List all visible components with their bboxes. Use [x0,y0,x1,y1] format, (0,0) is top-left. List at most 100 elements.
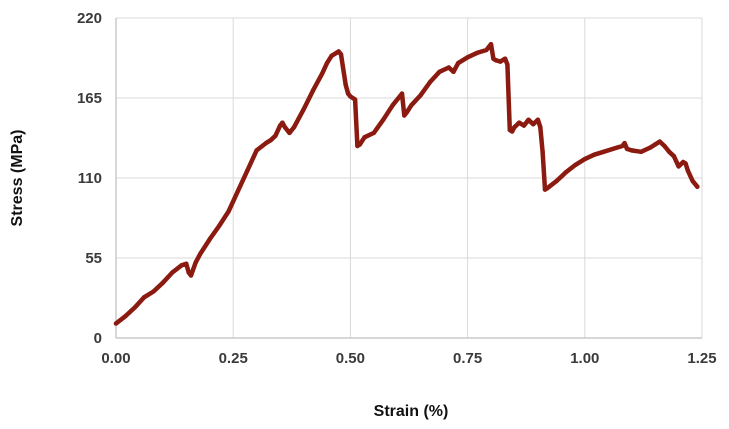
data-point [348,94,353,99]
data-point [352,97,358,102]
data-point [320,71,325,76]
data-point [226,209,231,214]
data-point [505,62,510,67]
x-tick-label: 1.25 [687,350,716,367]
data-point [573,162,578,168]
data-point [493,58,498,63]
data-point [371,130,376,136]
data-point [390,103,395,108]
data-point [282,124,287,130]
data-point [657,139,662,144]
data-point [648,145,653,150]
data-point [456,60,461,66]
y-tick-label: 165 [77,90,102,107]
y-tick-label: 110 [78,170,102,187]
data-point [540,149,545,154]
data-point [151,289,156,294]
data-point [291,124,297,130]
data-point [193,260,198,265]
data-point [186,270,191,275]
data-point [601,149,606,154]
data-point [268,138,273,143]
data-point [207,236,212,242]
axes [115,18,702,339]
data-point [695,184,700,189]
data-point [273,133,278,138]
data-point [685,168,691,173]
data-point [683,161,688,166]
data-point [324,60,330,66]
data-point [254,148,259,153]
data-point [535,117,541,123]
data-point [123,314,128,319]
y-tick-label: 0 [94,330,102,347]
data-point [179,263,184,268]
data-point [404,110,409,115]
data-point [141,295,147,300]
data-point [652,142,658,147]
data-point [235,188,241,194]
data-point [526,117,531,123]
data-point [343,82,348,88]
data-point [521,123,527,128]
x-tick-label: 0.25 [219,350,248,367]
data-point [629,148,634,153]
x-tick-label: 0.00 [101,350,130,367]
data-point [446,65,451,70]
y-axis-title: Stress (MPa) [9,130,26,227]
data-point [113,321,119,326]
series-line [113,41,700,326]
data-point [402,113,407,118]
data-point [545,186,550,191]
data-point [357,142,362,147]
data-point [563,170,569,175]
data-point [531,122,536,127]
data-point [676,164,681,169]
data-point [381,117,386,123]
data-point [188,273,194,278]
series-layer [113,41,700,326]
data-point [582,156,587,162]
data-point [409,103,414,108]
data-point [484,47,489,53]
data-point [418,92,423,98]
x-axis-title: Strain (%) [374,403,449,420]
data-point [465,55,470,60]
data-point [554,178,559,184]
tick-labels: 0.00 0.25 0.50 0.75 1.00 1.25 0 55 110 165 220 [77,10,717,367]
data-point [662,143,667,149]
data-point [310,88,316,93]
data-point [667,149,672,154]
data-point [690,178,695,184]
data-point [280,120,285,125]
data-point [132,305,137,310]
data-point [437,69,442,75]
data-point [301,107,306,112]
x-tick-label: 0.75 [453,350,482,367]
data-point [170,270,175,275]
data-point [538,124,543,130]
data-point [287,130,292,136]
x-tick-label: 0.50 [336,350,365,367]
data-point [671,154,677,159]
data-point [624,146,630,152]
x-tick-label: 1.00 [570,350,599,367]
data-point [245,168,250,173]
data-point [216,223,222,229]
y-tick-label: 220 [77,10,102,27]
data-point [610,146,616,152]
data-point [451,69,456,75]
data-point [198,251,203,256]
data-point [329,53,334,58]
data-point [474,50,480,56]
data-point [592,152,597,157]
data-point [263,140,269,146]
data-point [512,124,517,130]
data-point [502,56,508,61]
data-point [638,149,644,154]
gridlines [116,17,703,338]
data-point [362,135,367,140]
data-point [498,59,503,64]
data-point [399,91,405,96]
